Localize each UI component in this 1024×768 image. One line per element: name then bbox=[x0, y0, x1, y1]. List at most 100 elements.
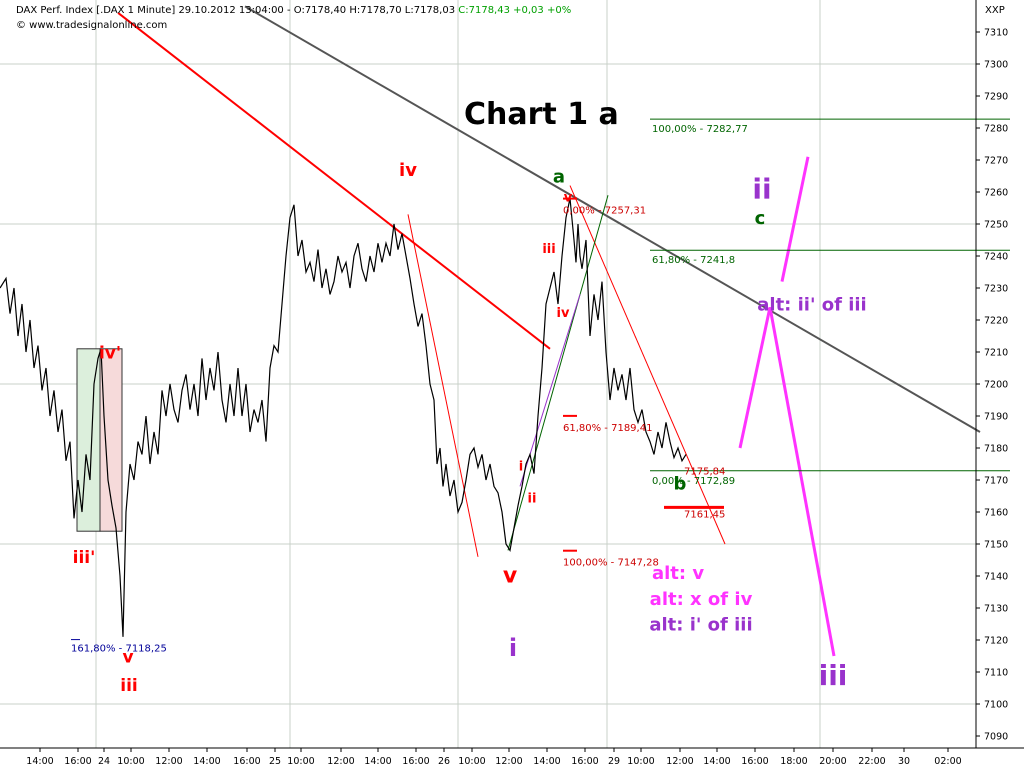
wave-label: alt: ii' of iii bbox=[757, 294, 866, 315]
x-tick-label: 10:00 bbox=[627, 756, 654, 767]
x-tick-label: 16:00 bbox=[233, 756, 260, 767]
fib-lines: 100,00% - 7282,77 61,80% - 7241,8 0,00% - … bbox=[650, 118, 1010, 487]
fib-label: 100,00% - 7282,77 bbox=[652, 124, 748, 135]
y-tick-label: 7170 bbox=[984, 476, 1008, 487]
x-tick-label: 16:00 bbox=[402, 756, 429, 767]
wave-label: iv bbox=[399, 160, 417, 181]
x-tick-label: 12:00 bbox=[327, 756, 354, 767]
wave-label: iii bbox=[819, 659, 848, 692]
wave-label: alt: v bbox=[652, 563, 704, 584]
x-tick-label: 18:00 bbox=[780, 756, 807, 767]
y-tick-label: 7100 bbox=[984, 700, 1008, 711]
wave-label: iv bbox=[557, 306, 570, 321]
y-tick-label: 7230 bbox=[984, 284, 1008, 295]
y-tick-label: 7300 bbox=[984, 60, 1008, 71]
wave-label: a bbox=[553, 166, 565, 187]
wave-label: iii bbox=[120, 676, 137, 696]
x-tick-label: 10:00 bbox=[287, 756, 314, 767]
y-tick-label: 7200 bbox=[984, 380, 1008, 391]
symbol-line: DAX Perf. Index [.DAX 1 Minute] 29.10.20… bbox=[16, 5, 571, 16]
y-tick-label: 7090 bbox=[984, 732, 1008, 743]
x-tick-label: 02:00 bbox=[934, 756, 961, 767]
x-tick-label: 14:00 bbox=[533, 756, 560, 767]
x-tick-label: 25 bbox=[269, 756, 281, 767]
y-tick-label: 7280 bbox=[984, 124, 1008, 135]
x-tick-label: 16:00 bbox=[64, 756, 91, 767]
y-tick-label: 7250 bbox=[984, 220, 1008, 231]
wave-label: c bbox=[755, 208, 766, 229]
red-downtrend bbox=[117, 12, 551, 350]
red-fall bbox=[569, 185, 726, 545]
x-tick-label: 14:00 bbox=[26, 756, 53, 767]
y-tick-label: 7140 bbox=[984, 572, 1008, 583]
wave-label: v bbox=[503, 563, 518, 588]
price-series bbox=[0, 198, 687, 637]
wave-label: iii bbox=[542, 242, 555, 257]
wave-label: i bbox=[509, 634, 517, 662]
boxes bbox=[76, 348, 123, 532]
x-tick-label: 16:00 bbox=[741, 756, 768, 767]
fib-red-label: 0,00% - 7257,31 bbox=[563, 206, 646, 217]
magenta-alt-up bbox=[738, 306, 772, 449]
x-tick-label: 14:00 bbox=[364, 756, 391, 767]
y-tick-label: 7290 bbox=[984, 92, 1008, 103]
wave-label: iii' bbox=[73, 548, 96, 568]
x-tick-label: 12:00 bbox=[495, 756, 522, 767]
source-credit: © www.tradesignalonline.com bbox=[16, 20, 167, 31]
x-tick-label: 12:00 bbox=[155, 756, 182, 767]
wave-label: alt: x of iv bbox=[650, 589, 753, 610]
y-tick-label: 7270 bbox=[984, 156, 1008, 167]
x-tick-label: 20:00 bbox=[819, 756, 846, 767]
x-axis: 14:00 16:00 24 10:00 12:00 14:00 16:00 25 10:00 1… bbox=[26, 748, 962, 767]
black-channel bbox=[244, 5, 981, 433]
change-value: C:7178,43 +0,03 +0% bbox=[458, 5, 571, 16]
x-tick-label: 14:00 bbox=[703, 756, 730, 767]
chart-title: Chart 1 a bbox=[464, 97, 619, 132]
wave-label: v bbox=[122, 647, 133, 667]
x-tick-label: 22:00 bbox=[858, 756, 885, 767]
y-tick-label: 7130 bbox=[984, 604, 1008, 615]
wave-label: ii bbox=[752, 172, 771, 205]
y-axis: 7090 7100 7110 7120 7130 7140 7150 7160 7170 7180… bbox=[0, 0, 1024, 749]
fib-red-label: 61,80% - 7189,41 bbox=[563, 423, 652, 434]
y-tick-label: 7240 bbox=[984, 252, 1008, 263]
wave-label: b bbox=[674, 474, 687, 495]
y-tick-label: 7310 bbox=[984, 28, 1008, 39]
grid bbox=[0, 0, 976, 748]
x-tick-label: 29 bbox=[608, 756, 620, 767]
fib-label: 0,00% - 7172,89 bbox=[652, 476, 735, 487]
fib-red-label: 7161,45 bbox=[684, 509, 725, 520]
wave-label: i bbox=[519, 459, 523, 474]
fib-red-label: 7175,84 bbox=[684, 466, 725, 477]
x-tick-label: 26 bbox=[438, 756, 450, 767]
trendlines bbox=[117, 5, 981, 657]
fib-label: 61,80% - 7241,8 bbox=[652, 255, 735, 266]
x-tick-label: 12:00 bbox=[666, 756, 693, 767]
red-box bbox=[99, 348, 123, 532]
wave-label: iv' bbox=[99, 343, 121, 363]
y-tick-label: 7110 bbox=[984, 668, 1008, 679]
y-tick-label: 7260 bbox=[984, 188, 1008, 199]
magenta-iii-down bbox=[768, 306, 836, 657]
y-tick-label: 7120 bbox=[984, 636, 1008, 647]
unit-label: XXP bbox=[985, 5, 1005, 16]
wave-label: ii bbox=[528, 491, 537, 506]
y-tick-label: 7150 bbox=[984, 540, 1008, 551]
y-tick-label: 7180 bbox=[984, 444, 1008, 455]
wave-label: alt: i' of iii bbox=[649, 614, 752, 635]
y-tick-label: 7210 bbox=[984, 348, 1008, 359]
y-tick-label: 7220 bbox=[984, 316, 1008, 327]
red-fib-levels: 0,00% - 7257,31 61,80% - 7189,41 100,00% -… bbox=[71, 197, 725, 655]
x-tick-label: 10:00 bbox=[458, 756, 485, 767]
fib-red-label: 100,00% - 7147,28 bbox=[563, 558, 659, 569]
wave-label: v bbox=[564, 191, 573, 206]
x-tick-label: 14:00 bbox=[193, 756, 220, 767]
x-tick-label: 24 bbox=[98, 756, 110, 767]
green-rise bbox=[507, 195, 609, 551]
x-tick-label: 30 bbox=[898, 756, 910, 767]
y-tick-label: 7160 bbox=[984, 508, 1008, 519]
x-tick-label: 10:00 bbox=[117, 756, 144, 767]
x-tick-label: 16:00 bbox=[571, 756, 598, 767]
